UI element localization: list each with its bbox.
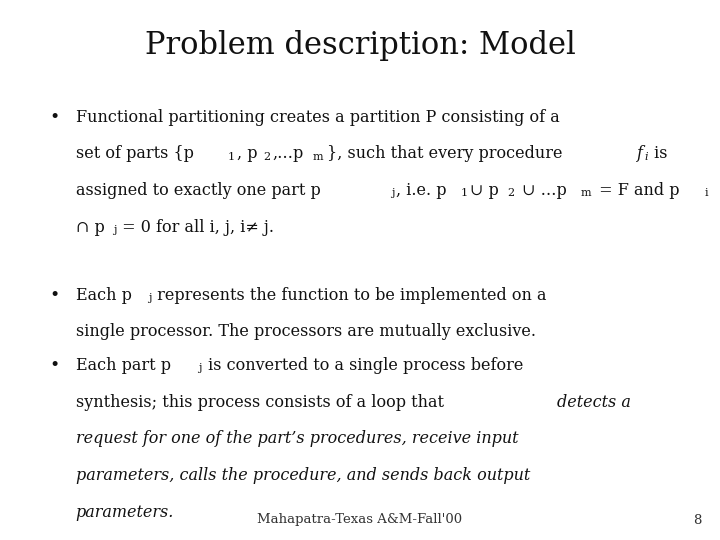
Text: •: • xyxy=(49,287,59,303)
Text: 1: 1 xyxy=(461,188,468,198)
Text: parameters.: parameters. xyxy=(76,504,174,521)
Text: ∩ p: ∩ p xyxy=(76,219,104,235)
Text: detects a: detects a xyxy=(557,394,631,410)
Text: , p: , p xyxy=(237,145,257,162)
Text: Problem description: Model: Problem description: Model xyxy=(145,30,575,60)
Text: Mahapatra-Texas A&M-Fall'00: Mahapatra-Texas A&M-Fall'00 xyxy=(258,514,462,526)
Text: 2: 2 xyxy=(264,152,271,161)
Text: i: i xyxy=(705,188,708,198)
Text: j: j xyxy=(148,293,151,303)
Text: Functional partitioning creates a partition P consisting of a: Functional partitioning creates a partit… xyxy=(76,109,559,125)
Text: parameters, calls the procedure, and sends back output: parameters, calls the procedure, and sen… xyxy=(76,467,530,484)
Text: Each part p: Each part p xyxy=(76,357,171,374)
Text: m: m xyxy=(313,152,323,161)
Text: = F and p: = F and p xyxy=(595,182,680,199)
Text: is: is xyxy=(649,145,667,162)
Text: 2: 2 xyxy=(508,188,515,198)
Text: ,…p: ,…p xyxy=(273,145,304,162)
Text: •: • xyxy=(49,109,59,125)
Text: synthesis; this process consists of a loop that: synthesis; this process consists of a lo… xyxy=(76,394,449,410)
Text: 1: 1 xyxy=(228,152,235,161)
Text: j: j xyxy=(392,188,395,198)
Text: single processor. The processors are mutually exclusive.: single processor. The processors are mut… xyxy=(76,323,536,340)
Text: Each p: Each p xyxy=(76,287,132,303)
Text: }, such that every procedure: }, such that every procedure xyxy=(327,145,567,162)
Text: , i.e. p: , i.e. p xyxy=(396,182,446,199)
Text: ∪ p: ∪ p xyxy=(470,182,499,199)
Text: represents the function to be implemented on a: represents the function to be implemente… xyxy=(152,287,546,303)
Text: ∪ …p: ∪ …p xyxy=(516,182,567,199)
Text: •: • xyxy=(49,357,59,374)
Text: 8: 8 xyxy=(693,514,702,526)
Text: f: f xyxy=(637,145,643,162)
Text: = 0 for all i, j, i≠ j.: = 0 for all i, j, i≠ j. xyxy=(117,219,274,235)
Text: j: j xyxy=(113,225,116,235)
Text: j: j xyxy=(198,363,202,373)
Text: m: m xyxy=(581,188,591,198)
Text: i: i xyxy=(644,152,648,161)
Text: is converted to a single process before: is converted to a single process before xyxy=(203,357,523,374)
Text: set of parts {p: set of parts {p xyxy=(76,145,194,162)
Text: request for one of the part’s procedures, receive input: request for one of the part’s procedures… xyxy=(76,430,518,447)
Text: assigned to exactly one part p: assigned to exactly one part p xyxy=(76,182,320,199)
